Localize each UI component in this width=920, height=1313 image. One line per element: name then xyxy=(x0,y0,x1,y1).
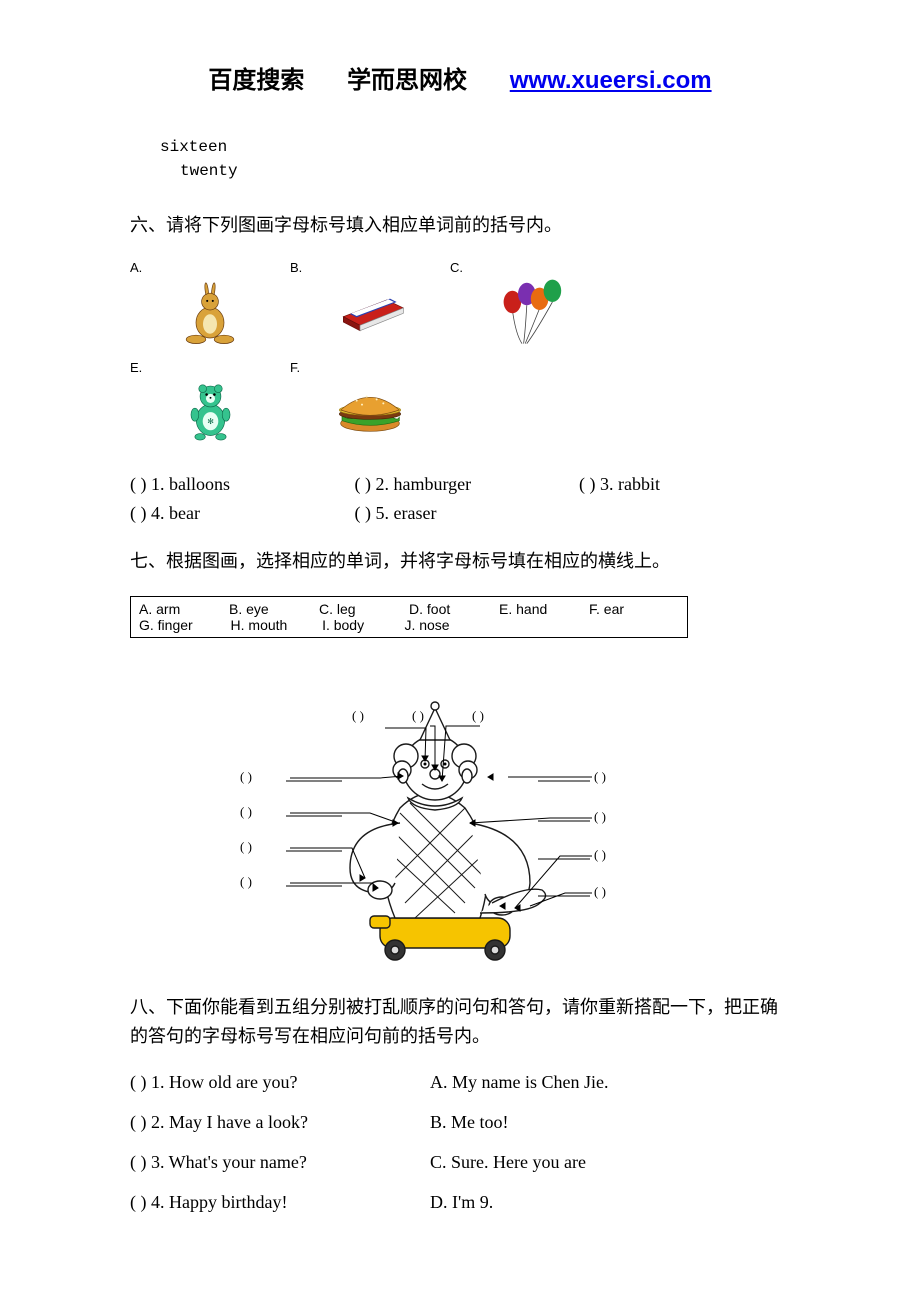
ans-3: ( ) 3. rabbit xyxy=(579,470,660,499)
img-label-a: A. xyxy=(130,260,142,275)
svg-text:✻: ✻ xyxy=(207,417,214,426)
w-d: D. foot xyxy=(409,601,499,617)
section8-list: ( ) 1. How old are you? A. My name is Ch… xyxy=(130,1073,790,1211)
img-cell-f: F. xyxy=(290,360,450,460)
svg-text:( ): ( ) xyxy=(594,847,606,862)
img-label-e: E. xyxy=(130,360,142,375)
svg-text:( ): ( ) xyxy=(240,874,252,889)
ans-5: ( ) 5. eraser xyxy=(355,499,575,528)
qa-row-4: ( ) 4. Happy birthday! D. I'm 9. xyxy=(130,1193,790,1211)
img-cell-e: E. ✻ xyxy=(130,360,290,460)
top-words: sixteen twenty xyxy=(160,135,790,183)
qa-row-3: ( ) 3. What's your name? C. Sure. Here y… xyxy=(130,1153,790,1171)
svg-text:( ): ( ) xyxy=(352,708,364,723)
img-cell-b: B. xyxy=(290,260,450,360)
section7-diagram: ( ) ( ) ( ) ( ) ( ) ( ) ( ) ( ) ( ) ( xyxy=(230,658,650,973)
svg-text:( ): ( ) xyxy=(240,769,252,784)
w-e: E. hand xyxy=(499,601,589,617)
svg-text:( ): ( ) xyxy=(594,884,606,899)
svg-text:( ): ( ) xyxy=(240,804,252,819)
ans-4: ( ) 4. bear xyxy=(130,499,350,528)
svg-text:( ): ( ) xyxy=(240,839,252,854)
w-c: C. leg xyxy=(319,601,409,617)
header-baidu: 百度搜索 xyxy=(208,67,304,94)
bear-icon: ✻ xyxy=(170,370,250,450)
word-sixteen: sixteen xyxy=(160,135,790,159)
section6-answers: ( ) 1. balloons ( ) 2. hamburger ( ) 3. … xyxy=(130,470,790,499)
eraser-icon xyxy=(330,270,410,350)
svg-text:( ): ( ) xyxy=(594,809,606,824)
a4: D. I'm 9. xyxy=(430,1193,493,1211)
hamburger-icon xyxy=(330,370,410,450)
img-label-f: F. xyxy=(290,360,300,375)
qa-row-2: ( ) 2. May I have a look? B. Me too! xyxy=(130,1113,790,1131)
svg-text:( ): ( ) xyxy=(594,769,606,784)
a3: C. Sure. Here you are xyxy=(430,1153,586,1171)
a1: A. My name is Chen Jie. xyxy=(430,1073,608,1091)
img-cell-a: A. xyxy=(130,260,290,360)
word-twenty: twenty xyxy=(180,159,790,183)
header-xueersi: 学而思网校 xyxy=(347,67,467,94)
q2: ( ) 2. May I have a look? xyxy=(130,1113,430,1131)
w-f: F. ear xyxy=(589,601,679,617)
svg-text:( ): ( ) xyxy=(412,708,424,723)
ans-1: ( ) 1. balloons xyxy=(130,470,350,499)
svg-text:( ): ( ) xyxy=(472,708,484,723)
w-b: B. eye xyxy=(229,601,319,617)
w-g: G. finger xyxy=(139,617,231,633)
section6-title: 六、请将下列图画字母标号填入相应单词前的括号内。 xyxy=(130,211,790,240)
balloons-icon xyxy=(490,270,570,350)
rabbit-icon xyxy=(170,270,250,350)
w-a: A. arm xyxy=(139,601,229,617)
section7-title: 七、根据图画，选择相应的单词，并将字母标号填在相应的横线上。 xyxy=(130,547,790,576)
q3: ( ) 3. What's your name? xyxy=(130,1153,430,1171)
header-link[interactable]: www.xueersi.com xyxy=(510,67,712,94)
section8-title: 八、下面你能看到五组分别被打乱顺序的问句和答句，请你重新搭配一下，把正确的答句的… xyxy=(130,993,790,1051)
img-cell-c: C. xyxy=(450,260,610,360)
w-i: I. body xyxy=(322,617,404,633)
section6-answers-2: ( ) 4. bear ( ) 5. eraser xyxy=(130,499,790,528)
img-label-c: C. xyxy=(450,260,463,275)
section6-image-grid: A. B. xyxy=(130,260,790,460)
qa-row-1: ( ) 1. How old are you? A. My name is Ch… xyxy=(130,1073,790,1091)
w-h: H. mouth xyxy=(231,617,323,633)
ans-2: ( ) 2. hamburger xyxy=(355,470,575,499)
q1: ( ) 1. How old are you? xyxy=(130,1073,430,1091)
img-label-b: B. xyxy=(290,260,302,275)
w-j: J. nose xyxy=(404,617,496,633)
q4: ( ) 4. Happy birthday! xyxy=(130,1193,430,1211)
a2: B. Me too! xyxy=(430,1113,509,1131)
section7-word-table: A. arm B. eye C. leg D. foot E. hand F. … xyxy=(130,596,688,638)
page-header: 百度搜索 学而思网校 www.xueersi.com xyxy=(130,60,790,95)
